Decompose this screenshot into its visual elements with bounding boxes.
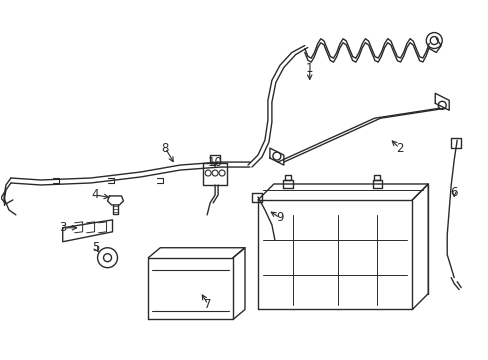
Text: 4: 4 [92, 188, 99, 202]
Text: 6: 6 [449, 186, 457, 199]
Text: 1: 1 [305, 62, 313, 75]
Text: 5: 5 [92, 241, 99, 254]
Text: 10: 10 [207, 156, 222, 168]
Text: 2: 2 [395, 141, 402, 155]
Text: 7: 7 [204, 298, 211, 311]
Text: 9: 9 [276, 211, 283, 224]
Text: 8: 8 [162, 141, 169, 155]
Text: 3: 3 [59, 221, 66, 234]
